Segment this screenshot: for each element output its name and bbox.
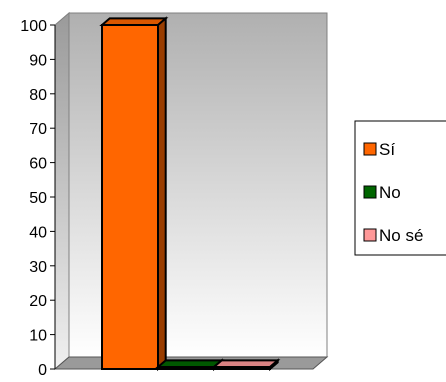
legend: Sí No No sé [354, 120, 446, 256]
legend-label: No sé [379, 226, 423, 245]
y-tick-label: 30 [29, 259, 47, 276]
bars [99, 16, 281, 372]
legend-swatch [363, 185, 377, 199]
y-tick-label: 90 [29, 52, 47, 69]
y-axis: 0 10 20 30 40 50 60 70 80 90 100 [20, 18, 56, 379]
plot-area [53, 11, 329, 371]
legend-label: Sí [379, 140, 395, 159]
bar-3 [211, 358, 281, 372]
side-wall [54, 11, 70, 371]
y-tick-label: 80 [29, 87, 47, 104]
y-tick-label: 20 [29, 293, 47, 310]
y-tick-label: 40 [29, 224, 47, 241]
legend-swatch [363, 228, 377, 242]
bar-side [269, 358, 279, 372]
bar-front [101, 24, 159, 370]
bar-top [155, 359, 225, 368]
legend-swatch [363, 142, 377, 156]
bar-1 [99, 16, 169, 372]
legend-label: No [379, 183, 401, 202]
y-tick-label: 70 [29, 121, 47, 138]
y-tick-label: 60 [29, 156, 47, 173]
y-tick-label: 100 [20, 18, 47, 35]
y-tick-label: 10 [29, 328, 47, 345]
y-tick-label: 0 [38, 362, 47, 377]
bar-side [157, 16, 167, 372]
y-tick-label: 50 [29, 190, 47, 207]
bar-top [99, 17, 169, 26]
bar-top [211, 359, 281, 368]
